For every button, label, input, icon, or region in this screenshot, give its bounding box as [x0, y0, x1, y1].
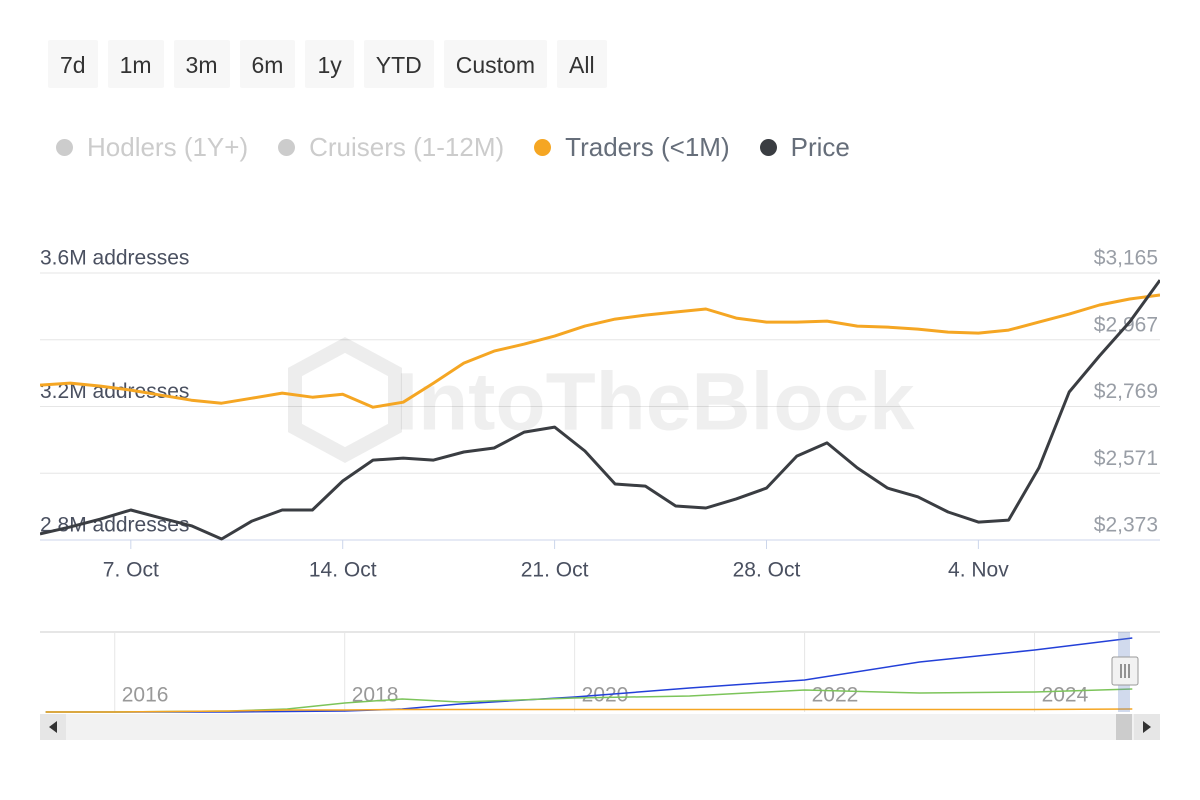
range-button[interactable]: 3m	[173, 40, 230, 88]
navigator-line	[45, 708, 1133, 713]
x-tick-label: 7. Oct	[103, 559, 159, 582]
navigator-tick-label: 2018	[352, 684, 399, 707]
watermark-logo	[288, 337, 402, 463]
y2-tick-label: $2,373	[1094, 514, 1158, 537]
navigator-tick-label: 2024	[1042, 684, 1089, 707]
series-line	[40, 279, 1160, 541]
arrow-left	[49, 721, 57, 733]
range-button[interactable]: All	[557, 40, 607, 88]
range-button[interactable]: 1y	[305, 40, 354, 88]
arrow-right	[1143, 721, 1151, 733]
y2-tick-label: $2,571	[1094, 447, 1158, 470]
legend-marker	[534, 139, 552, 156]
navigator-tick-label: 2016	[122, 684, 169, 707]
y2-tick-label: $3,165	[1094, 247, 1158, 270]
x-tick-label: 21. Oct	[521, 559, 589, 582]
y-tick-label: 3.6M addresses	[40, 247, 189, 270]
navigator-line	[45, 637, 1133, 713]
x-tick-label: 28. Oct	[733, 559, 801, 582]
range-button[interactable]: Custom	[443, 40, 547, 88]
x-tick-label: 14. Oct	[309, 559, 377, 582]
legend: Hodlers (1Y+) Cruisers (1-12M) Traders (<1…	[56, 132, 850, 163]
y-tick-label: 3.2M addresses	[40, 380, 189, 403]
scrollbar-track[interactable]	[40, 714, 1160, 740]
scrollbar-thumb[interactable]	[1116, 714, 1132, 740]
range-button[interactable]: 7d	[48, 40, 98, 88]
range-button[interactable]: YTD	[363, 40, 434, 88]
legend-label: Hodlers (1Y+)	[87, 132, 249, 162]
legend-label: Traders (<1M)	[565, 132, 730, 162]
legend-item[interactable]: Hodlers (1Y+)	[56, 132, 248, 163]
y-tick-label: 2.8M addresses	[40, 514, 189, 537]
x-tick-label: 4. Nov	[948, 559, 1009, 582]
range-button[interactable]: 6m	[239, 40, 296, 88]
range-button[interactable]: 1m	[107, 40, 164, 88]
legend-item[interactable]: Price	[759, 132, 850, 163]
legend-label: Price	[790, 132, 850, 162]
navigator-tick-label: 2022	[812, 684, 859, 707]
series-line	[40, 293, 1160, 409]
legend-marker	[759, 139, 777, 156]
y2-tick-label: $2,769	[1094, 380, 1158, 403]
range-buttons: 7d 1m 3m 6m 1y YTD Custom All	[48, 40, 607, 88]
watermark: IntoTheBlock	[395, 357, 915, 448]
legend-item[interactable]: Traders (<1M)	[534, 132, 730, 163]
legend-item[interactable]: Cruisers (1-12M)	[278, 132, 504, 163]
legend-marker	[56, 139, 73, 156]
legend-label: Cruisers (1-12M)	[309, 132, 505, 162]
legend-marker	[278, 139, 296, 156]
